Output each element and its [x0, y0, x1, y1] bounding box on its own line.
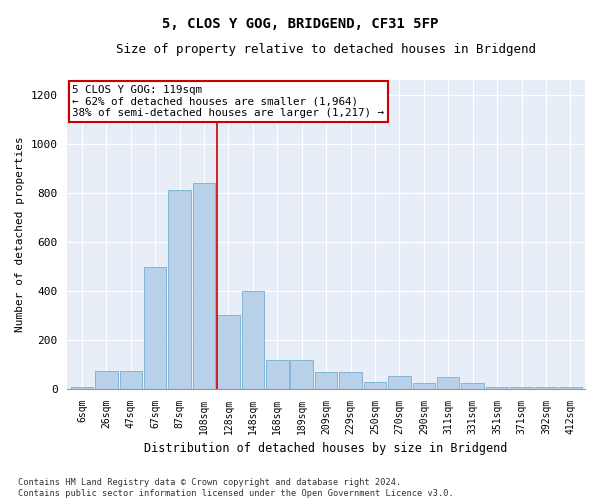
Bar — [95, 371, 118, 388]
Bar — [290, 360, 313, 388]
Text: 5, CLOS Y GOG, BRIDGEND, CF31 5FP: 5, CLOS Y GOG, BRIDGEND, CF31 5FP — [162, 18, 438, 32]
Y-axis label: Number of detached properties: Number of detached properties — [15, 136, 25, 332]
Bar — [217, 315, 239, 388]
Bar — [144, 267, 166, 388]
X-axis label: Distribution of detached houses by size in Bridgend: Distribution of detached houses by size … — [145, 442, 508, 455]
Bar — [486, 386, 508, 388]
Text: Contains HM Land Registry data © Crown copyright and database right 2024.
Contai: Contains HM Land Registry data © Crown c… — [18, 478, 454, 498]
Bar — [315, 372, 337, 388]
Bar — [413, 384, 435, 388]
Bar — [266, 360, 289, 388]
Bar — [364, 382, 386, 388]
Bar — [169, 190, 191, 388]
Text: 5 CLOS Y GOG: 119sqm
← 62% of detached houses are smaller (1,964)
38% of semi-de: 5 CLOS Y GOG: 119sqm ← 62% of detached h… — [73, 85, 385, 118]
Bar — [242, 291, 264, 388]
Bar — [119, 371, 142, 388]
Bar — [461, 384, 484, 388]
Bar — [193, 182, 215, 388]
Bar — [388, 376, 410, 388]
Title: Size of property relative to detached houses in Bridgend: Size of property relative to detached ho… — [116, 42, 536, 56]
Bar — [437, 377, 460, 388]
Bar — [340, 372, 362, 388]
